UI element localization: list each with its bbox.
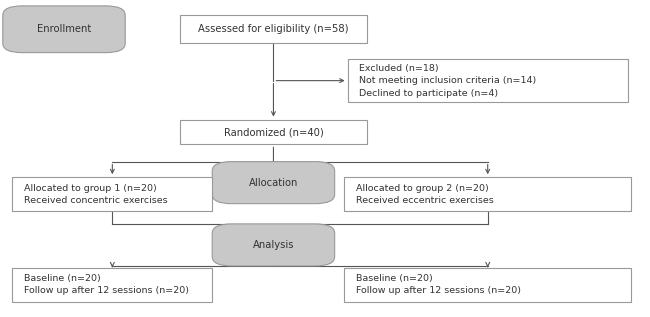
Text: Allocation: Allocation	[249, 178, 298, 188]
Text: Baseline (n=20)
Follow up after 12 sessions (n=20): Baseline (n=20) Follow up after 12 sessi…	[356, 274, 521, 295]
FancyBboxPatch shape	[348, 59, 628, 102]
FancyBboxPatch shape	[180, 15, 367, 43]
FancyBboxPatch shape	[344, 177, 631, 211]
Text: Enrollment: Enrollment	[37, 24, 91, 34]
FancyBboxPatch shape	[180, 120, 367, 145]
Text: Allocated to group 2 (n=20)
Received eccentric exercises: Allocated to group 2 (n=20) Received ecc…	[356, 184, 494, 205]
Text: Assessed for eligibility (n=58): Assessed for eligibility (n=58)	[198, 24, 348, 34]
FancyBboxPatch shape	[12, 268, 212, 302]
Text: Baseline (n=20)
Follow up after 12 sessions (n=20): Baseline (n=20) Follow up after 12 sessi…	[24, 274, 189, 295]
Text: Randomized (n=40): Randomized (n=40)	[224, 127, 323, 137]
FancyBboxPatch shape	[12, 177, 212, 211]
Text: Analysis: Analysis	[253, 240, 294, 250]
FancyBboxPatch shape	[344, 268, 631, 302]
Text: Allocated to group 1 (n=20)
Received concentric exercises: Allocated to group 1 (n=20) Received con…	[24, 184, 168, 205]
FancyBboxPatch shape	[3, 6, 125, 53]
Text: Excluded (n=18)
Not meeting inclusion criteria (n=14)
Declined to participate (n: Excluded (n=18) Not meeting inclusion cr…	[359, 64, 536, 98]
FancyBboxPatch shape	[212, 224, 335, 266]
FancyBboxPatch shape	[212, 162, 335, 204]
